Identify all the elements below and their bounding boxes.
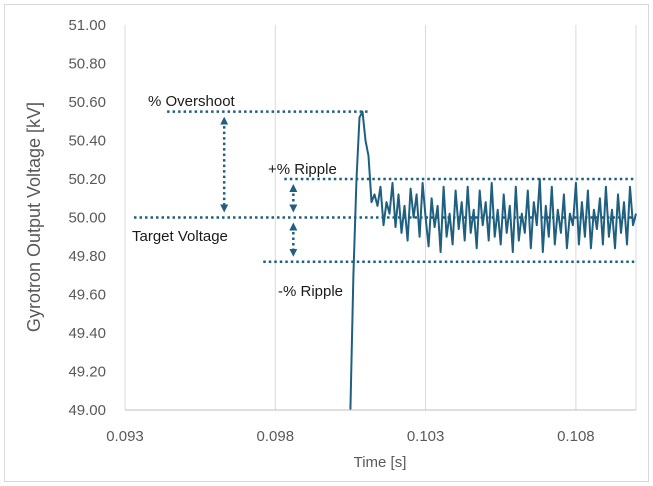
overshoot-label: % Overshoot xyxy=(148,93,236,110)
minus-ripple-label: -% Ripple xyxy=(278,283,343,300)
y-tick-label: 50.20 xyxy=(68,171,106,188)
x-tick-label: 0.108 xyxy=(557,428,595,445)
y-tick-label: 49.80 xyxy=(68,248,106,265)
y-tick-label: 51.00 xyxy=(68,17,106,34)
x-tick-label: 0.103 xyxy=(407,428,445,445)
y-tick-label: 49.60 xyxy=(68,287,106,304)
y-tick-label: 50.40 xyxy=(68,133,106,150)
y-axis-title: Gyrotron Output Voltage [kV] xyxy=(24,102,44,332)
y-tick-label: 49.20 xyxy=(68,364,106,381)
voltage-series-line xyxy=(349,110,637,411)
x-tick-label: 0.098 xyxy=(257,428,295,445)
y-tick-label: 50.00 xyxy=(68,210,106,227)
y-tick-label: 50.80 xyxy=(68,56,106,73)
y-tick-label: 49.00 xyxy=(68,402,106,419)
target-voltage-label: Target Voltage xyxy=(132,228,228,245)
x-tick-label: 0.093 xyxy=(106,428,144,445)
plus-ripple-label: +% Ripple xyxy=(268,161,337,178)
y-tick-label: 49.40 xyxy=(68,325,106,342)
y-tick-label: 50.60 xyxy=(68,94,106,111)
x-axis-title: Time [s] xyxy=(354,454,407,471)
